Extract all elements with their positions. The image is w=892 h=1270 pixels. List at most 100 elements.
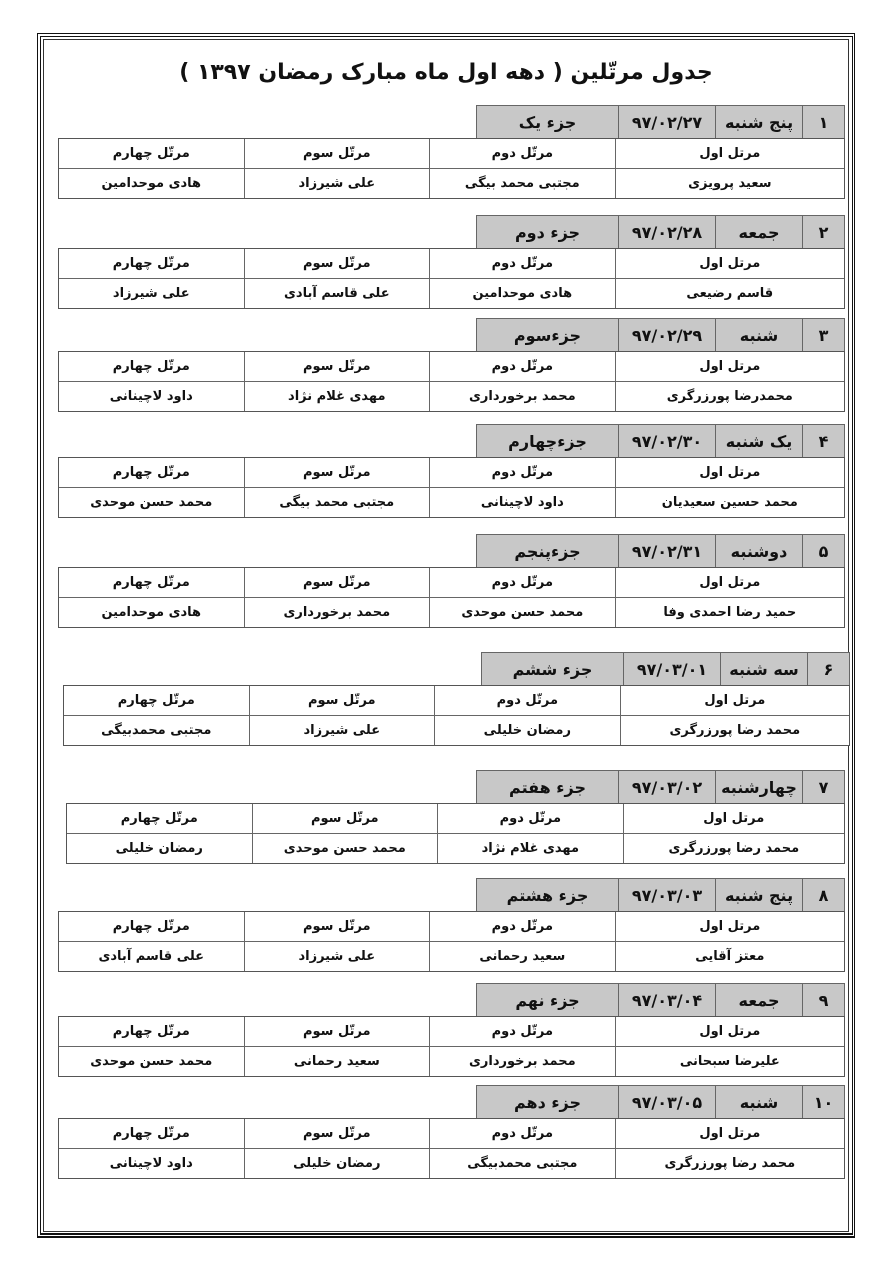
reciter-name: مجتبی محمدبیگی [64,716,250,745]
reciter-name: مجتبی محمد بیگی [430,169,616,198]
reciter-name: علی قاسم آبادی [59,942,245,971]
date: ۹۷/۰۳/۰۲ [618,770,716,803]
column-header: مرتّل چهارم [59,352,245,381]
day-header: ۴ یک شنبه ۹۷/۰۲/۳۰ جزءچهارم [476,424,845,457]
day-header: ۱۰ شنبه ۹۷/۰۳/۰۵ جزء دهم [476,1085,845,1118]
column-header: مرتل اول [703,811,765,826]
day-number: ۹ [802,983,845,1016]
reciter-name: داود لاچینانی [59,382,245,411]
column-header: مرتل اول [699,1024,761,1039]
day-block: ۲ جمعه ۹۷/۰۲/۲۸ جزء دوم مرتل اول مرتّل دوم مرت… [58,215,845,309]
reciter-name: محمد حسن موحدی [253,834,439,863]
date: ۹۷/۰۳/۰۴ [618,983,716,1016]
reciter-name: هادی موحدامین [59,169,245,198]
column-header: مرتّل سوم [253,804,439,833]
reciters-row: محمد رضا پورزرگری مجتبی محمدبیگی رمضان خلی… [59,1148,844,1178]
column-header: مرتّل دوم [430,568,616,597]
juz-label: جزء دوم [476,215,619,248]
column-header: مرتل اول [704,693,766,708]
juz-label: جزء یک [476,105,619,138]
column-header: مرتّل چهارم [59,458,245,487]
reciters-table: مرتل اول مرتّل دوم مرتّل سوم مرتّل چهارم محم… [58,457,845,518]
reciters-table: مرتل اول مرتّل دوم مرتّل سوم مرتّل چهارم قاس… [58,248,845,309]
column-header: مرتّل دوم [430,1017,616,1046]
day-block: ۷ چهارشنبه ۹۷/۰۳/۰۲ جزء هفتم مرتل اول مرتّل د… [66,770,845,864]
reciter-name: مهدی غلام نژاد [245,382,431,411]
column-header: مرتّل چهارم [59,1017,245,1046]
column-header: مرتّل چهارم [59,139,245,168]
column-header: مرتّل سوم [245,352,431,381]
juz-label: جزءچهارم [476,424,619,457]
reciter-name: حمید رضا احمدی وفا [663,605,797,620]
day-number: ۷ [802,770,845,803]
day-number: ۱ [802,105,845,138]
reciters-row: محمدرضا پورزرگری محمد برخورداری مهدی غلام … [59,381,844,411]
column-header: مرتّل سوم [245,912,431,941]
column-header: مرتّل چهارم [59,568,245,597]
date: ۹۷/۰۲/۲۸ [618,215,716,248]
juz-label: جزءپنجم [476,534,619,567]
day-number: ۴ [802,424,845,457]
reciter-name: علیرضا سبحانی [679,1054,780,1069]
reciters-table: مرتل اول مرتّل دوم مرتّل سوم مرتّل چهارم سعی… [58,138,845,199]
column-header: مرتّل سوم [245,249,431,278]
reciter-name: معتز آقایی [695,949,765,964]
day-name: پنج شنبه [715,878,803,911]
date: ۹۷/۰۳/۰۳ [618,878,716,911]
juz-label: جزء ششم [481,652,624,685]
column-header: مرتّل سوم [245,1017,431,1046]
reciters-row: محمد حسین سعیدیان داود لاچینانی مجتبی محمد… [59,487,844,517]
day-number: ۱۰ [802,1085,845,1118]
header-row: مرتل اول مرتّل دوم مرتّل سوم مرتّل چهارم [59,568,844,597]
header-row: مرتل اول مرتّل دوم مرتّل سوم مرتّل چهارم [67,804,844,833]
header-row: مرتل اول مرتّل دوم مرتّل سوم مرتّل چهارم [64,686,849,715]
header-row: مرتل اول مرتّل دوم مرتّل سوم مرتّل چهارم [59,458,844,487]
day-name: شنبه [715,318,803,351]
reciters-row: محمد رضا پورزرگری مهدی غلام نژاد محمد حسن … [67,833,844,863]
header-row: مرتل اول مرتّل دوم مرتّل سوم مرتّل چهارم [59,1017,844,1046]
day-block: ۵ دوشنبه ۹۷/۰۲/۳۱ جزءپنجم مرتل اول مرتّل دوم م… [58,534,845,628]
reciter-name: محمد برخورداری [430,382,616,411]
reciters-table: مرتل اول مرتّل دوم مرتّل سوم مرتّل چهارم محم… [58,351,845,412]
day-number: ۳ [802,318,845,351]
reciter-name: مهدی غلام نژاد [438,834,624,863]
column-header: مرتل اول [699,575,761,590]
column-header: مرتّل دوم [430,1119,616,1148]
reciter-name: داود لاچینانی [59,1149,245,1178]
reciter-name: رمضان خلیلی [67,834,253,863]
reciter-name: هادی موحدامین [430,279,616,308]
reciter-name: محمد برخورداری [245,598,431,627]
column-header: مرتل اول [699,1126,761,1141]
juz-label: جزء هشتم [476,878,619,911]
day-header: ۱ پنج شنبه ۹۷/۰۲/۲۷ جزء یک [476,105,845,138]
day-block: ۶ سه شنبه ۹۷/۰۳/۰۱ جزء ششم مرتل اول مرتّل دوم… [63,652,850,746]
juz-label: جزء هفتم [476,770,619,803]
reciter-name: سعید پرویزی [688,176,772,191]
header-row: مرتل اول مرتّل دوم مرتّل سوم مرتّل چهارم [59,912,844,941]
reciter-name: محمد حسن موحدی [59,1047,245,1076]
reciter-name: هادی موحدامین [59,598,245,627]
day-name: پنج شنبه [715,105,803,138]
day-name: دوشنبه [715,534,803,567]
reciter-name: محمد حسین سعیدیان [661,495,798,510]
column-header: مرتّل چهارم [67,804,253,833]
reciters-row: قاسم رضیعی هادی موحدامین علی قاسم آبادی علی… [59,278,844,308]
column-header: مرتّل چهارم [59,912,245,941]
column-header: مرتّل سوم [250,686,436,715]
reciter-name: قاسم رضیعی [686,286,774,301]
reciter-name: علی شیرزاد [245,169,431,198]
reciter-name: محمد حسن موحدی [59,488,245,517]
reciters-table: مرتل اول مرتّل دوم مرتّل سوم مرتّل چهارم محم… [66,803,845,864]
reciters-row: علیرضا سبحانی محمد برخورداری سعید رحمانی مح… [59,1046,844,1076]
day-header: ۵ دوشنبه ۹۷/۰۲/۳۱ جزءپنجم [476,534,845,567]
day-header: ۹ جمعه ۹۷/۰۳/۰۴ جزء نهم [476,983,845,1016]
column-header: مرتّل دوم [430,458,616,487]
reciter-name: داود لاچینانی [430,488,616,517]
day-number: ۵ [802,534,845,567]
header-row: مرتل اول مرتّل دوم مرتّل سوم مرتّل چهارم [59,249,844,278]
day-block: ۴ یک شنبه ۹۷/۰۲/۳۰ جزءچهارم مرتل اول مرتّل دو… [58,424,845,518]
day-block: ۳ شنبه ۹۷/۰۲/۲۹ جزءسوم مرتل اول مرتّل دوم مرتّ… [58,318,845,412]
day-name: جمعه [715,983,803,1016]
reciter-name: سعید رحمانی [245,1047,431,1076]
day-header: ۲ جمعه ۹۷/۰۲/۲۸ جزء دوم [476,215,845,248]
